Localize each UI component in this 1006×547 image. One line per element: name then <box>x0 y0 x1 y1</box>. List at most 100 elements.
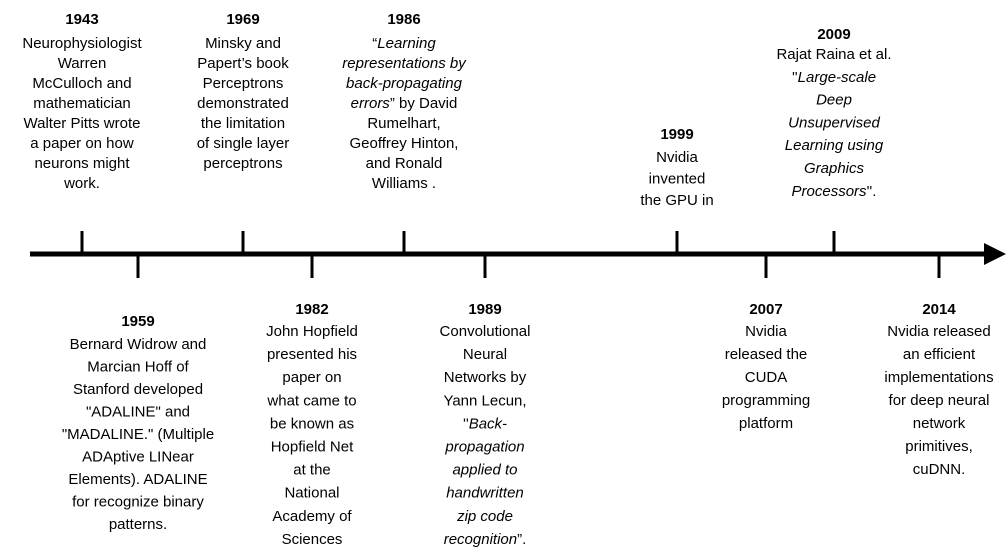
event-text: Nvidia <box>745 323 787 340</box>
event-text: Rajat Raina et al. <box>776 46 891 63</box>
event-text: perceptrons <box>203 155 282 172</box>
event-text-segment: zip code <box>456 508 513 525</box>
event-text: Perceptrons <box>203 75 284 92</box>
event-text: applied to <box>452 462 517 479</box>
event-text: "MADALINE." (Multiple <box>62 426 214 443</box>
event-year: 2007 <box>749 301 782 318</box>
event-text: Processors''. <box>792 183 877 200</box>
event-text-segment: ''. <box>867 183 877 200</box>
event-text: for recognize binary <box>72 493 204 510</box>
event-text: ADAptive LINear <box>82 448 194 465</box>
event-year: 1986 <box>387 11 420 28</box>
event-year: 1989 <box>468 301 501 318</box>
event-text: National <box>284 485 339 502</box>
event-text-segment: Back- <box>469 415 507 432</box>
event-text: a paper on how <box>30 135 134 152</box>
event-text: Williams . <box>372 175 436 192</box>
event-text: be known as <box>270 415 354 432</box>
event-text: ''Back- <box>463 415 507 432</box>
event-text: “Learning <box>372 35 436 52</box>
event-text-segment: errors <box>351 95 391 112</box>
event-text: the limitation <box>201 115 285 132</box>
event-year: 1999 <box>660 126 693 143</box>
event-text-segment: Graphics <box>804 160 865 177</box>
event-text: Rumelhart, <box>367 115 440 132</box>
event-text: Learning using <box>785 137 884 154</box>
event-text: Papert’s book <box>197 55 289 72</box>
event-text: Neurophysiologist <box>22 35 142 52</box>
event-text: the GPU in <box>640 192 713 209</box>
event-text: neurons might <box>34 155 130 172</box>
event-text-segment: applied to <box>452 462 517 479</box>
event-text-segment: Unsupervised <box>788 114 880 131</box>
event-text: Sciences <box>282 531 343 547</box>
event-text: zip code <box>456 508 513 525</box>
event-text: "ADALINE" and <box>86 403 190 420</box>
event-text: network <box>913 415 966 432</box>
event-text: of single layer <box>197 135 290 152</box>
event-text: work. <box>63 175 100 192</box>
event-year: 2014 <box>922 301 956 318</box>
event-year: 1959 <box>121 313 154 330</box>
event-text: Yann Lecun, <box>443 392 526 409</box>
event-text: paper on <box>282 369 341 386</box>
event-text: mathematician <box>33 95 131 112</box>
event-text-segment: '' <box>792 69 798 86</box>
event-text: cuDNN. <box>913 461 966 478</box>
event-text: released the <box>725 346 808 363</box>
event-text: presented his <box>267 346 357 363</box>
event-text-segment: Processors <box>792 183 868 200</box>
event-text-segment: ” by David <box>390 95 458 112</box>
event-text: Warren <box>58 55 107 72</box>
event-text: McCulloch and <box>32 75 131 92</box>
event-text: patterns. <box>109 516 167 533</box>
event-text-segment: “ <box>372 35 377 52</box>
event-text: platform <box>739 415 793 432</box>
event-text: back-propagating <box>346 75 463 92</box>
event-text: Marcian Hoff of <box>87 358 189 375</box>
event-text-segment: Large-scale <box>798 69 876 86</box>
event-text: Geoffrey Hinton, <box>350 135 459 152</box>
event-year: 2009 <box>817 26 850 43</box>
event-text: handwritten <box>446 485 524 502</box>
event-text: Stanford developed <box>73 381 203 398</box>
event-text: John Hopfield <box>266 323 358 340</box>
event-text: errors” by David <box>351 95 458 112</box>
event-text-segment: representations by <box>342 55 467 72</box>
event-text: Nvidia <box>656 149 698 166</box>
event-year: 1969 <box>226 11 259 28</box>
event-text: programming <box>722 392 810 409</box>
event-text-segment: back-propagating <box>346 75 463 92</box>
event-text: invented <box>649 170 706 187</box>
event-text: what came to <box>266 392 356 409</box>
event-text-segment: Deep <box>816 92 852 109</box>
event-text: ''Large-scale <box>792 69 876 86</box>
event-text: implementations <box>884 369 993 386</box>
event-text: Elements). ADALINE <box>68 471 207 488</box>
event-year: 1982 <box>295 301 328 318</box>
event-text-segment: Learning <box>377 35 436 52</box>
event-text: Minsky and <box>205 35 281 52</box>
event-text: Deep <box>816 92 852 109</box>
event-text: representations by <box>342 55 467 72</box>
event-text-segment: recognition <box>444 531 517 547</box>
event-text: recognition”. <box>444 531 527 547</box>
event-text: propagation <box>444 438 524 455</box>
event-text: Academy of <box>272 508 352 525</box>
event-text: primitives, <box>905 438 973 455</box>
event-text: Networks by <box>444 369 527 386</box>
event-text: Neural <box>463 346 507 363</box>
event-text: Graphics <box>804 160 865 177</box>
event-text: Walter Pitts wrote <box>24 115 141 132</box>
axis-arrow <box>984 243 1006 265</box>
event-text: for deep neural <box>889 392 990 409</box>
event-text-segment: handwritten <box>446 485 524 502</box>
event-text: an efficient <box>903 346 976 363</box>
event-text: at the <box>293 462 331 479</box>
event-year: 1943 <box>65 11 98 28</box>
event-text: CUDA <box>745 369 788 386</box>
event-text-segment: '' <box>463 415 469 432</box>
event-text-segment: ”. <box>517 531 526 547</box>
